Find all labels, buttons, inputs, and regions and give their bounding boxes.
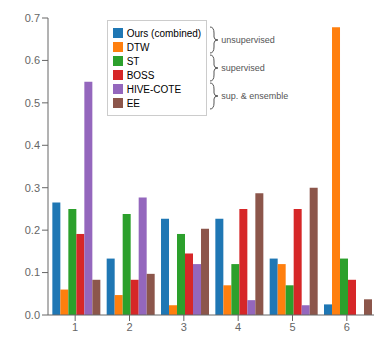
svg-text:0.5: 0.5: [25, 97, 40, 109]
html-text:DTW: DTW: [126, 41, 150, 53]
svg-text:0.3: 0.3: [25, 182, 40, 194]
svg-text:6: 6: [344, 321, 350, 333]
svg-text:1: 1: [72, 321, 78, 333]
svg-text:2: 2: [126, 321, 132, 333]
html-text:HIVE-COTE: HIVE-COTE: [126, 83, 182, 95]
svg-text:3: 3: [181, 321, 187, 333]
svg-text:0.4: 0.4: [25, 139, 40, 151]
svg-text:4: 4: [235, 321, 241, 333]
html-text:sup. & ensemble: sup. & ensemble: [221, 91, 289, 101]
svg-text:0.6: 0.6: [25, 54, 40, 66]
svg-text:0.1: 0.1: [25, 266, 40, 278]
svg-text:0.0: 0.0: [25, 309, 40, 321]
svg-text:0.2: 0.2: [25, 224, 40, 236]
html-text:EE: EE: [126, 97, 140, 109]
svg-text:0.7: 0.7: [25, 12, 40, 24]
html-text:Ours (combined): Ours (combined): [126, 27, 202, 39]
html-text:supervised: supervised: [221, 63, 265, 73]
svg-text:5: 5: [289, 321, 295, 333]
html-text:unsupervised: unsupervised: [221, 35, 275, 45]
html-text:BOSS: BOSS: [126, 69, 155, 81]
html-text:ST: ST: [126, 55, 140, 67]
